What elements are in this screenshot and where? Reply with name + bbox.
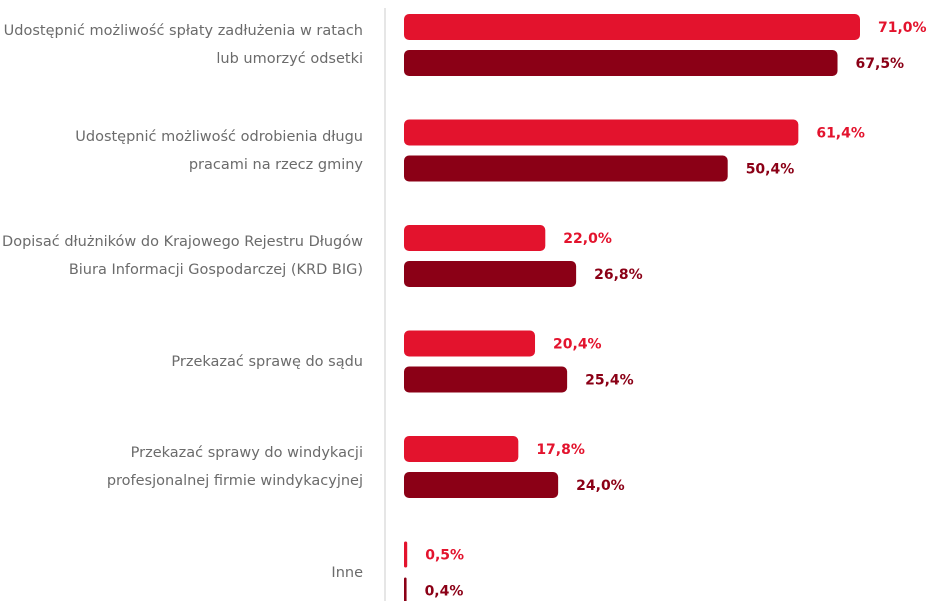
category-label: Udostępnić możliwość spłaty zadłużenia w… [3, 23, 363, 67]
bar [404, 155, 728, 182]
category-label: Udostępnić możliwość odrobienia długu pr… [75, 128, 363, 173]
bar [404, 50, 838, 76]
value-label: 22,0% [563, 231, 612, 247]
bar [404, 436, 519, 462]
value-label: 0,5% [425, 548, 464, 564]
value-label: 20,4% [553, 337, 602, 353]
value-label: 24,0% [576, 478, 625, 494]
category-label: Przekazać sprawę do sądu [171, 353, 363, 370]
bar [404, 577, 407, 601]
value-label: 61,4% [816, 126, 865, 142]
value-label: 67,5% [856, 56, 905, 72]
value-label: 26,8% [594, 267, 643, 283]
bar [404, 261, 577, 287]
category-label: Dopisać dłużników do Krajowego Rejestru … [2, 234, 363, 278]
value-label: 25,4% [585, 373, 634, 389]
value-label: 50,4% [746, 162, 795, 178]
bar [404, 330, 536, 357]
bar [404, 472, 559, 498]
bar [404, 119, 799, 146]
value-label: 17,8% [536, 442, 585, 458]
value-label: 71,0% [878, 20, 927, 36]
bar [404, 366, 568, 393]
value-label: 0,4% [425, 584, 464, 600]
bar [404, 225, 546, 251]
bar [404, 541, 408, 568]
bar [404, 14, 860, 40]
category-label: Przekazać sprawy do windykacji profesjon… [106, 445, 363, 489]
category-label: Inne [331, 564, 363, 581]
